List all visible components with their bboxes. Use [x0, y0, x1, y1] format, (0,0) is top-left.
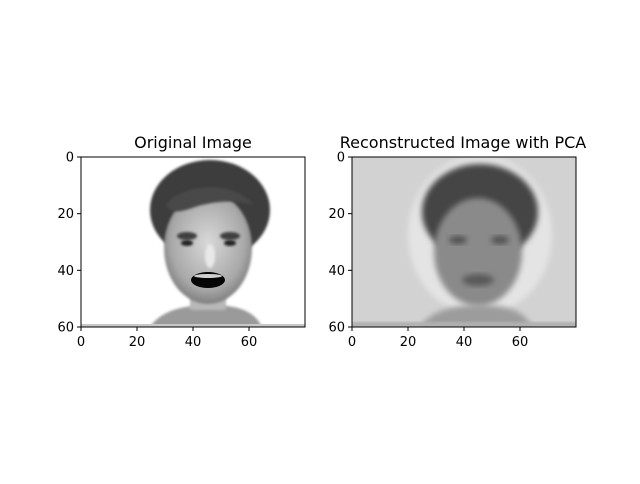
- y-tick-label: 60: [328, 321, 345, 336]
- panel-title-reconstructed: Reconstructed Image with PCA: [340, 133, 587, 152]
- panel-original: Original Image 0 20 4: [57, 133, 306, 351]
- x-tick-label: 40: [456, 335, 473, 350]
- x-tick-label: 20: [129, 335, 146, 350]
- y-tick-label: 40: [328, 264, 345, 279]
- y-tick-label: 40: [57, 264, 74, 279]
- y-tick-label: 0: [66, 151, 74, 166]
- x-tick-label: 60: [512, 335, 529, 350]
- x-tick-label: 0: [348, 335, 356, 350]
- y-tick-label: 0: [337, 151, 345, 166]
- x-tick-label: 40: [185, 335, 202, 350]
- x-tick-label: 60: [241, 335, 258, 350]
- panel-title-original: Original Image: [134, 133, 252, 152]
- image-original: [81, 157, 305, 327]
- panel-reconstructed: Reconstructed Image with PCA 0 20 40 600204…: [328, 133, 586, 350]
- image-reconstructed: [352, 157, 576, 327]
- y-tick-label: 20: [328, 207, 345, 222]
- y-tick-label: 60: [57, 321, 74, 336]
- y-tick-label: 20: [57, 207, 74, 222]
- x-tick-label: 0: [77, 335, 85, 350]
- x-tick-label: 20: [400, 335, 417, 350]
